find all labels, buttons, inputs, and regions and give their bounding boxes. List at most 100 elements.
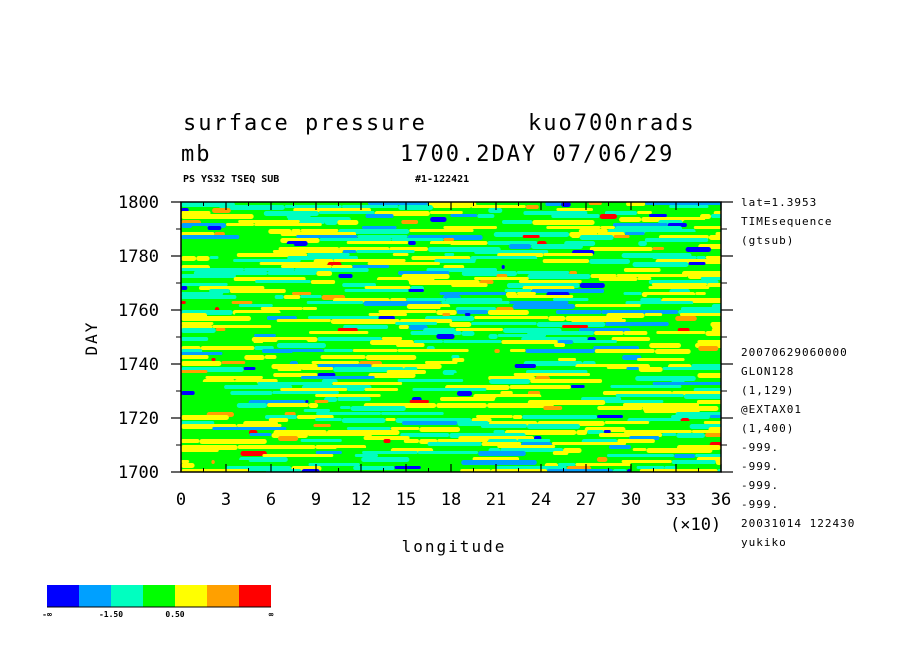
heatmap-cell (646, 448, 713, 453)
heatmap-cell (337, 397, 371, 401)
heatmap-cell (632, 262, 689, 267)
heatmap-cell (221, 244, 295, 247)
heatmap-cell (616, 274, 688, 277)
heatmap-cell (638, 241, 647, 246)
heatmap-cell (669, 205, 709, 208)
heatmap-cell (302, 307, 317, 310)
colorbar-swatch (175, 585, 207, 607)
info-line: (1,400) (741, 422, 794, 435)
heatmap-cell (638, 367, 663, 372)
heatmap-cell (181, 409, 257, 412)
heatmap-cell (648, 286, 710, 289)
heatmap-cell (562, 325, 588, 328)
heatmap-cell (623, 331, 648, 335)
heatmap-cell (674, 454, 696, 458)
heatmap-cell (398, 205, 433, 210)
heatmap-cell (604, 421, 650, 424)
heatmap-cell (417, 451, 479, 454)
heatmap-cell (367, 262, 440, 265)
heatmap-cell (267, 403, 309, 407)
heatmap-cell (181, 361, 222, 366)
heatmap-cell (635, 376, 696, 381)
heatmap-cell (319, 238, 392, 241)
heatmap-cell (478, 451, 526, 456)
x-tick-label: 6 (266, 490, 276, 510)
heatmap-cell (636, 466, 665, 469)
x-tick-label: 30 (621, 490, 641, 510)
heatmap-cell (637, 277, 652, 280)
heatmap-cell (675, 316, 697, 321)
heatmap-cell (546, 226, 601, 229)
x-axis-multiplier: (×10) (670, 515, 721, 535)
heatmap-cell (624, 232, 645, 235)
heatmap-cell (623, 430, 692, 433)
heatmap-cell (579, 283, 605, 288)
heatmap-cell (309, 331, 369, 334)
heatmap-cell (267, 271, 317, 275)
heatmap-cell (517, 292, 536, 295)
heatmap-cell (318, 211, 375, 214)
heatmap-cell (237, 445, 316, 449)
heatmap-cell (570, 385, 585, 388)
heatmap-cell (705, 331, 721, 336)
heatmap-cell (276, 319, 331, 322)
heatmap-cell (276, 343, 326, 348)
heatmap-cell (623, 292, 642, 295)
heatmap-cell (525, 349, 595, 353)
heatmap-cell (262, 454, 334, 457)
x-axis-label: longitude (402, 537, 507, 556)
heatmap-cell (457, 421, 489, 426)
heatmap-cell (610, 385, 682, 388)
heatmap-cell (525, 205, 539, 209)
heatmap-cell (532, 220, 595, 225)
heatmap-cell (504, 289, 532, 292)
heatmap-cell (509, 349, 526, 352)
heatmap-cell (695, 292, 706, 295)
colorbar-label: -1.50 (99, 610, 123, 619)
heatmap-cell (632, 448, 647, 451)
heatmap-cell (440, 307, 456, 310)
chart-title: surface pressure (183, 111, 427, 136)
heatmap-cell (502, 220, 533, 224)
heatmap-cell (691, 364, 721, 368)
heatmap-cell (434, 259, 476, 263)
heatmap-cell (543, 406, 563, 410)
y-tick-label: 1700 (118, 463, 159, 483)
heatmap-cell (181, 391, 195, 395)
heatmap-cell (589, 259, 630, 264)
heatmap-cell (333, 259, 406, 262)
heatmap-cell (576, 430, 588, 435)
heatmap-cell (260, 307, 303, 310)
heatmap-cell (464, 313, 471, 316)
heatmap-cell (691, 430, 721, 433)
heatmap-cell (697, 373, 721, 378)
heatmap-cell (623, 268, 661, 272)
heatmap-cell (413, 340, 443, 343)
subtitle-right: #1-122421 (415, 174, 469, 185)
colorbar-swatch (239, 585, 271, 607)
heatmap-cell (603, 430, 611, 433)
heatmap-cell (254, 223, 322, 226)
heatmap-cell (430, 217, 447, 222)
heatmap-cell (406, 304, 451, 309)
heatmap-cell (337, 220, 359, 225)
heatmap-cell (199, 439, 267, 444)
heatmap-cell (449, 322, 472, 327)
heatmap-cell (439, 292, 506, 295)
heatmap-cell (594, 331, 624, 335)
heatmap-cell (695, 454, 721, 457)
heatmap-cell (554, 343, 566, 347)
info-line: yukiko (741, 536, 787, 549)
heatmap-cell (596, 457, 608, 462)
heatmap-cell (597, 406, 643, 410)
heatmap-cell (221, 460, 250, 463)
heatmap-cell (705, 256, 721, 259)
heatmap-cell (181, 274, 236, 278)
heatmap-cell (410, 331, 462, 335)
heatmap-cell (365, 214, 394, 218)
heatmap-cell (651, 283, 708, 286)
heatmap-cell (443, 238, 455, 241)
heatmap-cell (671, 460, 716, 464)
heatmap-cell (313, 424, 331, 427)
heatmap-cell (629, 424, 690, 428)
